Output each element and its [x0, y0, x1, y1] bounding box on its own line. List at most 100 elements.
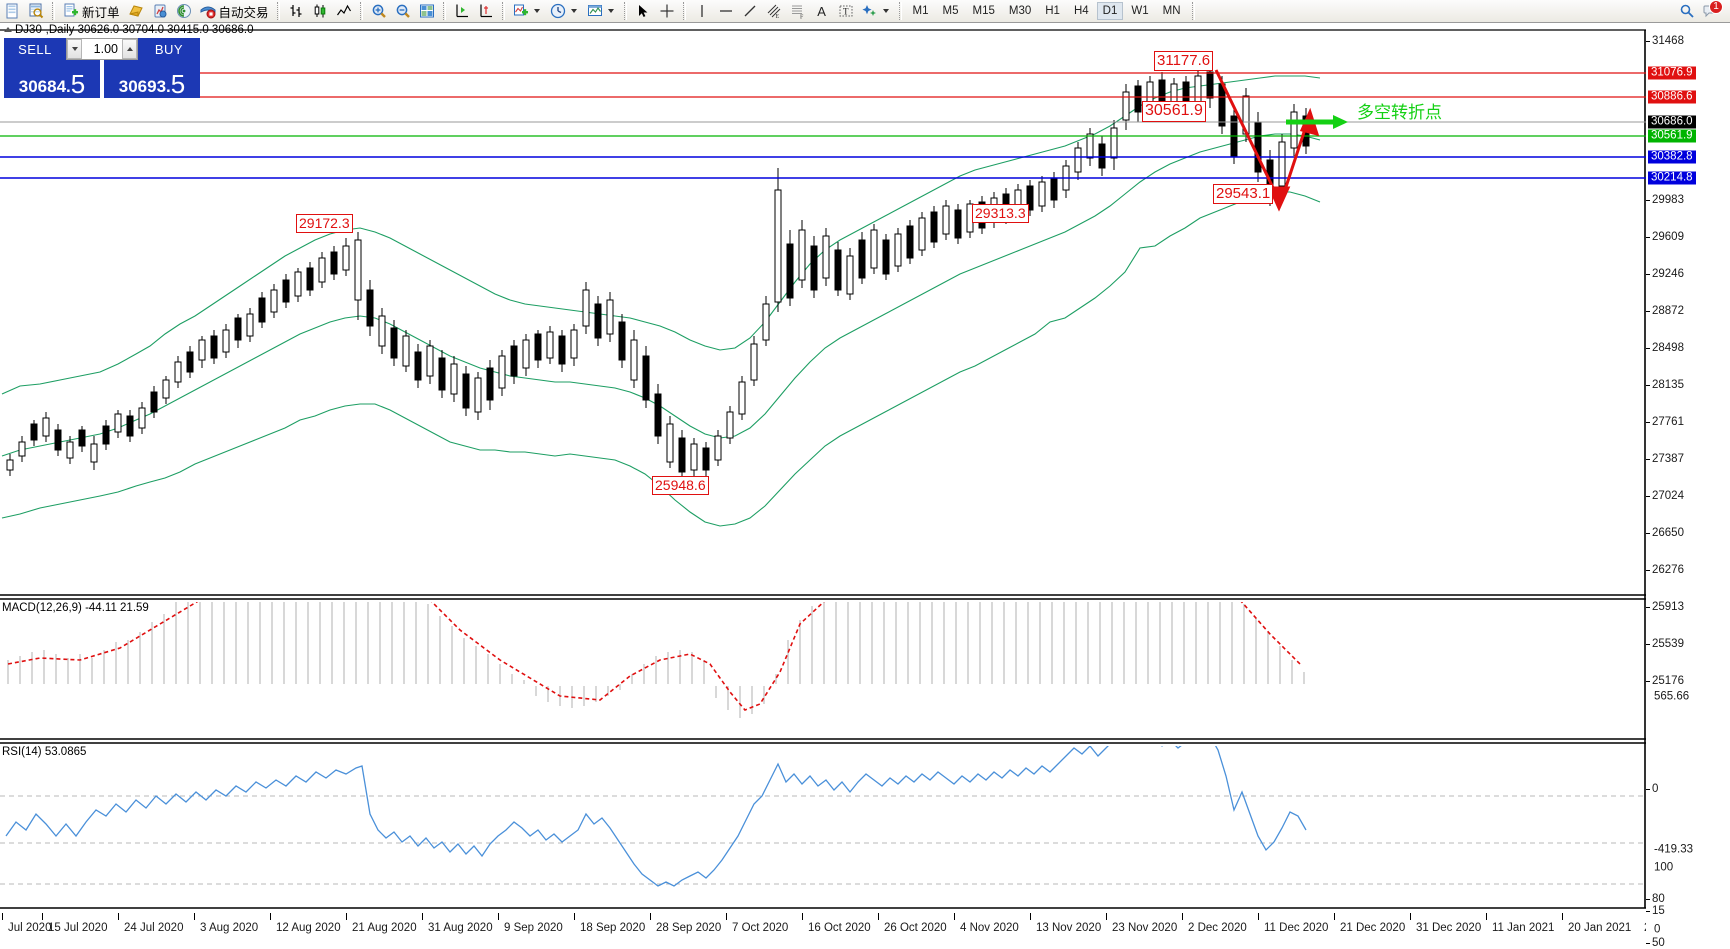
toolbar-separator [276, 2, 280, 20]
sell-price-main: 30684 [18, 77, 67, 96]
fibonacci-icon: F [790, 3, 806, 19]
annotation-29172[interactable]: 29172.3 [296, 214, 353, 233]
candlestick-chart-button[interactable] [309, 1, 331, 22]
timeframe-m5[interactable]: M5 [942, 5, 959, 17]
search-button[interactable] [1676, 1, 1698, 22]
crosshair-icon [659, 3, 675, 19]
toolbar-separator [898, 2, 902, 20]
horizontal-line-button[interactable] [715, 1, 737, 22]
market-watch-button[interactable] [25, 1, 47, 22]
annotation-25948[interactable]: 25948.6 [652, 476, 709, 495]
periods-button[interactable] [547, 1, 582, 22]
time-scale[interactable]: Jul 2020 15 Jul 2020 24 Jul 2020 3 Aug 2… [0, 911, 1646, 943]
zoom-in-icon [371, 3, 387, 19]
sell-price-last: 5 [70, 69, 86, 99]
annotation-31177[interactable]: 31177.6 [1154, 51, 1214, 71]
price-label-30214[interactable]: 30214.8 [1648, 171, 1696, 185]
chart-canvas[interactable]: DJ30-,Daily 30626.0 30704.0 30415.0 3068… [0, 24, 1730, 949]
text-button[interactable]: A [811, 1, 833, 22]
templates-button[interactable] [584, 1, 619, 22]
line-chart-button[interactable] [333, 1, 355, 22]
price-tick-29983: 29983 [1646, 194, 1684, 206]
market-button[interactable] [173, 1, 195, 22]
chevron-down-icon[interactable] [882, 9, 889, 13]
timeframe-m15[interactable]: M15 [972, 5, 995, 17]
equidistant-channel-icon: E [766, 3, 782, 19]
equidistant-channel-button[interactable]: E [763, 1, 785, 22]
fibonacci-button[interactable]: F [787, 1, 809, 22]
time-tick-15: 23 Nov 2020 [1105, 913, 1178, 934]
metaeditor-button[interactable] [125, 1, 147, 22]
chevron-down-icon[interactable] [533, 9, 540, 13]
chart-graphics [0, 29, 1646, 909]
price-tick-28872: 28872 [1646, 305, 1684, 317]
price-label-30382[interactable]: 30382.8 [1648, 150, 1696, 164]
data-window-button[interactable] [416, 1, 438, 22]
shapes-icon [861, 3, 878, 19]
indicators-button[interactable] [510, 1, 545, 22]
annotation-29543[interactable]: 29543.1 [1213, 184, 1274, 204]
timeframe-h1[interactable]: H1 [1045, 5, 1060, 17]
timeframe-m30[interactable]: M30 [1008, 5, 1032, 17]
bollinger-middle [1, 133, 1321, 457]
buy-button[interactable]: BUY [138, 38, 200, 60]
chinese-annotation[interactable]: 多空转折点 [1357, 103, 1442, 123]
notifications-button[interactable]: 1 [1700, 0, 1723, 22]
vertical-line-button[interactable] [691, 1, 713, 22]
shapes-button[interactable] [859, 1, 894, 22]
buy-price[interactable]: 30693 . 5 [104, 60, 200, 98]
timeframe-mn[interactable]: MN [1162, 5, 1181, 17]
zoom-out-button[interactable] [392, 1, 414, 22]
cursor-button[interactable] [632, 1, 654, 22]
svg-text:T: T [843, 7, 849, 17]
signals-icon [152, 3, 168, 19]
text-label-button[interactable]: T [835, 1, 857, 22]
timeframe-d1[interactable]: D1 [1096, 2, 1124, 20]
toolbar-separator [501, 2, 505, 20]
one-click-trading-panel[interactable]: SELL 1.00 BUY 30684 . 5 30693 . 5 [4, 38, 200, 98]
price-scale[interactable]: 31468 31076.9 30886.6 30686.0 30561.9 30… [1645, 24, 1730, 949]
price-label-bid-30686[interactable]: 30686.0 [1648, 115, 1696, 129]
volume-increase-button[interactable] [122, 39, 137, 59]
signals-button[interactable] [149, 1, 171, 22]
volume-stepper[interactable]: 1.00 [66, 38, 138, 60]
chart-collapse-icon[interactable] [4, 27, 12, 33]
zoom-in-button[interactable] [368, 1, 390, 22]
bar-chart-button[interactable] [285, 1, 307, 22]
new-order-button[interactable]: 新订单 [60, 1, 123, 22]
crosshair-button[interactable] [656, 1, 678, 22]
chart-shift-button[interactable] [451, 1, 473, 22]
sell-button[interactable]: SELL [4, 38, 66, 60]
time-tick-7: 9 Sep 2020 [498, 913, 563, 934]
macd-pane [7, 602, 1305, 718]
rsi-label: RSI(14) 53.0865 [2, 746, 87, 758]
sell-price[interactable]: 30684 . 5 [4, 60, 100, 98]
buy-price-last: 5 [170, 69, 186, 99]
time-tick-6: 31 Aug 2020 [422, 913, 493, 934]
price-label-30561[interactable]: 30561.9 [1648, 129, 1696, 143]
new-chart-icon [4, 3, 20, 19]
timeframe-h4[interactable]: H4 [1073, 5, 1089, 17]
price-label-31076[interactable]: 31076.9 [1648, 66, 1696, 80]
autotrading-label: 自动交易 [218, 5, 269, 20]
annotation-29313[interactable]: 29313.3 [972, 204, 1029, 223]
price-tick-28135: 28135 [1646, 379, 1684, 391]
timeframe-w1[interactable]: W1 [1131, 5, 1149, 17]
chevron-down-icon[interactable] [570, 9, 577, 13]
chevron-down-icon[interactable] [607, 9, 614, 13]
trendline-button[interactable] [739, 1, 761, 22]
timeframe-m1[interactable]: M1 [912, 5, 929, 17]
volume-decrease-button[interactable] [67, 39, 82, 59]
price-tick-25539: 25539 [1646, 638, 1684, 650]
price-tick-27024: 27024 [1646, 490, 1684, 502]
price-label-30886[interactable]: 30886.6 [1648, 90, 1696, 104]
annotation-30561[interactable]: 30561.9 [1142, 101, 1206, 122]
new-chart-button[interactable] [1, 1, 23, 22]
time-tick-5: 21 Aug 2020 [346, 913, 417, 934]
time-tick-20: 11 Jan 2021 [1485, 913, 1555, 934]
autotrading-button[interactable]: 自动交易 [197, 1, 272, 22]
price-tick-26276: 26276 [1646, 564, 1684, 576]
volume-value[interactable]: 1.00 [93, 42, 118, 56]
auto-scroll-button[interactable] [475, 1, 497, 22]
macd-tick-min: -419.33 [1654, 843, 1694, 856]
